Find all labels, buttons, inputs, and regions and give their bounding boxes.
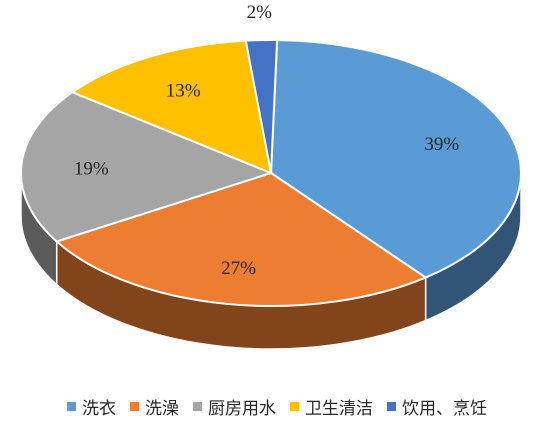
- legend-swatch: [67, 401, 76, 411]
- pie-data-label-5: 2%: [247, 2, 273, 23]
- pie-data-label-3: 19%: [74, 159, 109, 180]
- pie-tops: [20, 39, 522, 307]
- legend-swatch: [387, 401, 396, 411]
- pie-slice-4: [70, 39, 273, 175]
- legend-item-5: 饮用、烹饪: [387, 394, 487, 419]
- pie-data-label-2: 27%: [221, 258, 256, 279]
- legend-label: 饮用、烹饪: [402, 398, 487, 419]
- chart-legend: 洗衣 洗澡 厨房用水 卫生清洁 饮用、烹饪: [0, 390, 554, 422]
- legend-label: 卫生清洁: [305, 398, 373, 419]
- pie-data-label-4: 13%: [166, 80, 201, 101]
- pie-slice-5: [244, 39, 279, 174]
- legend-item-3: 厨房用水: [193, 394, 276, 419]
- legend-swatch: [290, 401, 299, 411]
- pie-data-labels: 39% 27% 19% 13% 2%: [74, 2, 460, 279]
- pie-slice-2: [54, 171, 428, 307]
- legend-label: 洗衣: [82, 398, 116, 419]
- legend-item-2: 洗澡: [130, 394, 179, 419]
- legend-label: 厨房用水: [208, 398, 276, 419]
- legend-item-1: 洗衣: [67, 394, 116, 419]
- legend-swatch: [193, 401, 202, 411]
- pie-data-label-1: 39%: [424, 134, 459, 155]
- pie-slice-1: [269, 39, 522, 279]
- pie-slice-3: [20, 91, 274, 243]
- legend-item-4: 卫生清洁: [290, 394, 373, 419]
- legend-label: 洗澡: [145, 398, 179, 419]
- legend-swatch: [130, 401, 139, 411]
